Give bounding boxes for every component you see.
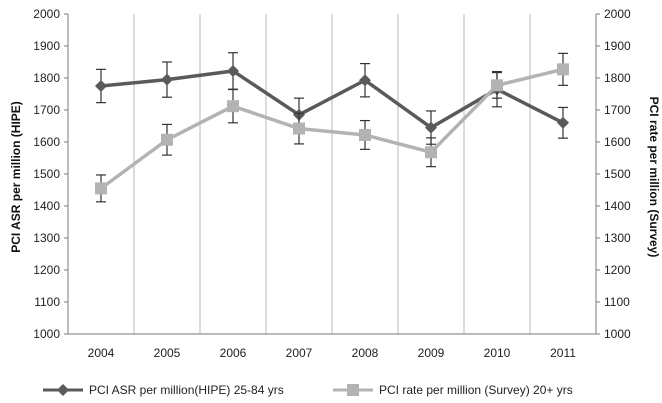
series-2-point-2011 bbox=[557, 63, 569, 76]
left-y-tick-label-1600: 1600 bbox=[33, 135, 60, 149]
series-1-point-2006 bbox=[227, 64, 239, 77]
right-y-tick-label-1900: 1900 bbox=[604, 39, 631, 53]
legend-label-series-1: PCI ASR per million(HIPE) 25-84 yrs bbox=[89, 383, 284, 397]
series-2-point-2006 bbox=[227, 100, 239, 113]
right-y-tick-label-1100: 1100 bbox=[604, 295, 630, 309]
x-tick-label-2009: 2009 bbox=[418, 346, 445, 360]
x-tick-label-2004: 2004 bbox=[88, 346, 115, 360]
series bbox=[95, 52, 569, 203]
right-y-tick-label-1200: 1200 bbox=[604, 263, 631, 277]
right-y-tick-label-1400: 1400 bbox=[604, 199, 631, 213]
x-tick-label-2007: 2007 bbox=[286, 346, 313, 360]
x-tick-label-2006: 2006 bbox=[220, 346, 247, 360]
x-tick-label-2010: 2010 bbox=[484, 346, 511, 360]
right-y-ticks: 1000 1100 1200 1300 1400 1500 1600 1700 1800 1900… bbox=[596, 7, 631, 341]
series-2-line bbox=[99, 67, 564, 190]
right-y-tick-label-1300: 1300 bbox=[604, 231, 631, 245]
series-2-point-2009 bbox=[425, 146, 437, 159]
x-tick-label-2008: 2008 bbox=[352, 346, 379, 360]
series-2-point-2004 bbox=[95, 182, 107, 195]
series-1-point-2008 bbox=[359, 74, 371, 87]
series-2-point-2008 bbox=[359, 128, 371, 141]
series-2-point-2005 bbox=[161, 133, 173, 146]
right-y-tick-label-1700: 1700 bbox=[604, 103, 631, 117]
left-y-tick-label-1500: 1500 bbox=[33, 167, 60, 181]
series-1-point-2011 bbox=[557, 116, 569, 129]
left-y-tick-label-1900: 1900 bbox=[33, 39, 60, 53]
left-y-tick-label-1300: 1300 bbox=[33, 231, 60, 245]
x-tick-label-2005: 2005 bbox=[154, 346, 181, 360]
legend-marker-series-1 bbox=[57, 384, 69, 396]
series-2 bbox=[95, 52, 569, 203]
x-ticks: 2004 2005 2006 2007 2008 2009 2010 2011 bbox=[88, 346, 577, 360]
left-y-tick-label-1700: 1700 bbox=[33, 103, 60, 117]
right-y-tick-label-1600: 1600 bbox=[604, 135, 631, 149]
right-y-axis-title: PCI rate per million (Survey) bbox=[647, 97, 661, 258]
left-y-ticks: 1000 1100 1200 1300 1400 1500 1600 1700 1800 1900… bbox=[33, 7, 68, 341]
legend-marker-series-2 bbox=[347, 384, 359, 396]
grid bbox=[133, 14, 531, 334]
left-y-axis-title: PCI ASR per million (HIPE) bbox=[9, 101, 23, 253]
left-y-tick-label-1200: 1200 bbox=[33, 263, 60, 277]
series-1-point-2009 bbox=[425, 121, 437, 134]
right-y-tick-label-1000: 1000 bbox=[604, 327, 631, 341]
left-y-tick-label-1800: 1800 bbox=[33, 71, 60, 85]
x-tick-label-2011: 2011 bbox=[550, 346, 576, 360]
legend: PCI ASR per million(HIPE) 25-84 yrs PCI … bbox=[43, 383, 573, 397]
right-y-tick-label-1800: 1800 bbox=[604, 71, 631, 85]
left-y-tick-label-1400: 1400 bbox=[33, 199, 60, 213]
left-y-tick-label-2000: 2000 bbox=[33, 7, 60, 21]
series-1-point-2005 bbox=[161, 73, 173, 86]
left-y-tick-label-1000: 1000 bbox=[33, 327, 60, 341]
legend-label-series-2: PCI rate per million (Survey) 20+ yrs bbox=[379, 383, 573, 397]
left-y-tick-label-1100: 1100 bbox=[34, 295, 60, 309]
right-y-tick-label-2000: 2000 bbox=[604, 7, 631, 21]
series-1-point-2004 bbox=[95, 80, 107, 92]
right-y-tick-label-1500: 1500 bbox=[604, 167, 631, 181]
series-2-point-2007 bbox=[293, 122, 305, 135]
series-2-point-2010 bbox=[491, 79, 503, 92]
